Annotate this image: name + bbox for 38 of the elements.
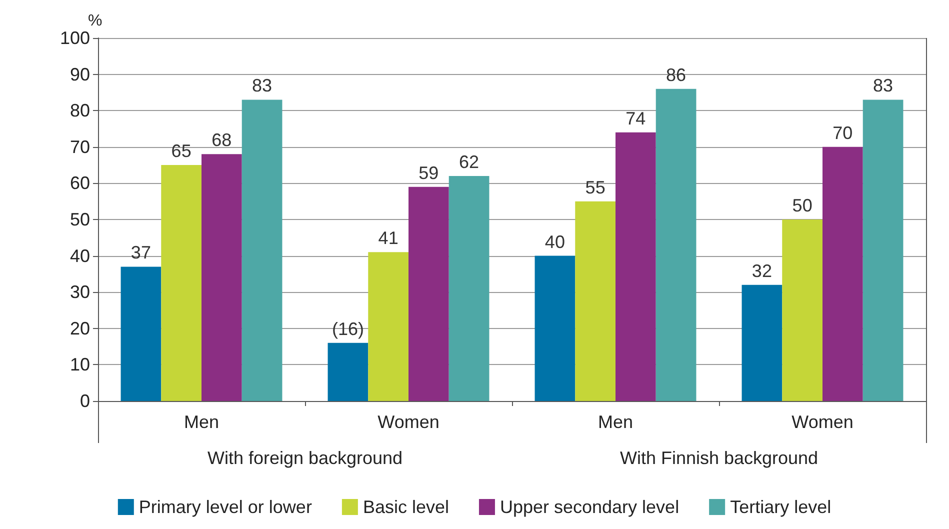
- y-tick-label: 50: [70, 210, 90, 230]
- data-label: 62: [459, 152, 480, 172]
- data-label: 59: [418, 162, 439, 183]
- x-tick-label: Men: [598, 412, 634, 432]
- data-label: (16): [332, 318, 364, 339]
- data-label: 83: [252, 76, 272, 96]
- y-tick-label: 100: [60, 28, 90, 48]
- data-label: 83: [873, 76, 894, 96]
- legend-label: Primary level or lower: [138, 497, 312, 517]
- data-label: 68: [212, 130, 232, 150]
- y-tick-label: 10: [70, 354, 90, 375]
- data-label: 37: [130, 242, 151, 263]
- y-tick-label: 0: [80, 391, 90, 411]
- data-label: 50: [792, 196, 812, 216]
- data-label: 65: [171, 141, 192, 162]
- data-label: 41: [378, 228, 398, 248]
- x-tick-label: Women: [792, 412, 854, 432]
- y-tick-label: 20: [70, 318, 90, 338]
- data-label: 55: [585, 177, 606, 198]
- legend-label: Tertiary level: [730, 497, 832, 517]
- y-tick-label: 80: [70, 100, 90, 121]
- legend-label: Basic level: [362, 497, 449, 517]
- y-tick-label: 60: [70, 173, 90, 194]
- x-tick-label: Women: [378, 412, 440, 432]
- data-label: 86: [666, 64, 686, 85]
- data-label: 74: [626, 108, 646, 128]
- data-label: 70: [832, 122, 853, 143]
- legend-label: Upper secondary level: [500, 497, 680, 517]
- y-axis-title: %: [88, 12, 102, 30]
- data-label: 40: [544, 232, 565, 252]
- x-tick-label: Men: [184, 412, 220, 432]
- y-tick-label: 90: [70, 64, 90, 84]
- y-tick-label: 40: [70, 246, 90, 266]
- text: With Finnish background: [620, 448, 818, 468]
- y-tick-label: 30: [70, 282, 90, 302]
- y-tick-label: 70: [70, 136, 90, 157]
- text: With foreign background: [207, 448, 403, 468]
- data-label: 32: [752, 260, 772, 281]
